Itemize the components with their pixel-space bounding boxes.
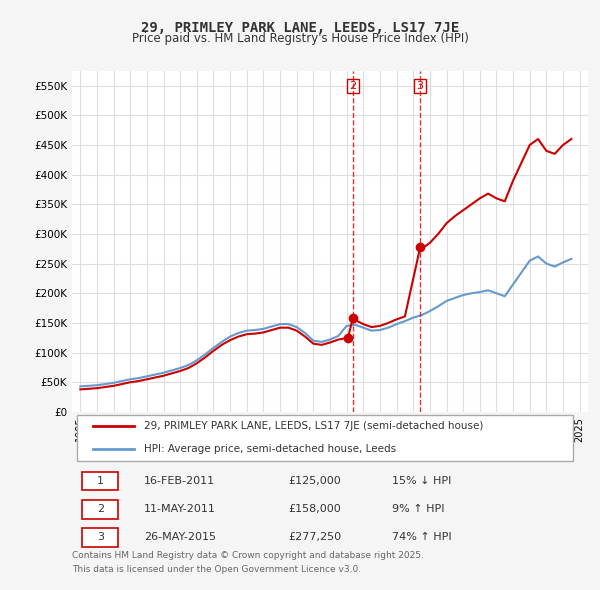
Text: £158,000: £158,000 xyxy=(289,504,341,514)
Text: 29, PRIMLEY PARK LANE, LEEDS, LS17 7JE: 29, PRIMLEY PARK LANE, LEEDS, LS17 7JE xyxy=(141,21,459,35)
Text: Price paid vs. HM Land Registry's House Price Index (HPI): Price paid vs. HM Land Registry's House … xyxy=(131,32,469,45)
Text: 74% ↑ HPI: 74% ↑ HPI xyxy=(392,532,452,542)
Text: 3: 3 xyxy=(416,81,424,91)
Text: 1: 1 xyxy=(97,476,104,486)
Text: £125,000: £125,000 xyxy=(289,476,341,486)
Text: 2: 2 xyxy=(349,81,356,91)
Text: £277,250: £277,250 xyxy=(289,532,342,542)
Text: 15% ↓ HPI: 15% ↓ HPI xyxy=(392,476,451,486)
Text: HPI: Average price, semi-detached house, Leeds: HPI: Average price, semi-detached house,… xyxy=(144,444,397,454)
FancyBboxPatch shape xyxy=(82,500,118,519)
Text: 2: 2 xyxy=(97,504,104,514)
FancyBboxPatch shape xyxy=(77,415,572,461)
Text: 16-FEB-2011: 16-FEB-2011 xyxy=(144,476,215,486)
Text: 3: 3 xyxy=(97,532,104,542)
Text: Contains HM Land Registry data © Crown copyright and database right 2025.: Contains HM Land Registry data © Crown c… xyxy=(72,551,424,560)
FancyBboxPatch shape xyxy=(82,471,118,490)
Text: 26-MAY-2015: 26-MAY-2015 xyxy=(144,532,216,542)
Text: 9% ↑ HPI: 9% ↑ HPI xyxy=(392,504,445,514)
Text: This data is licensed under the Open Government Licence v3.0.: This data is licensed under the Open Gov… xyxy=(72,565,361,573)
Text: 11-MAY-2011: 11-MAY-2011 xyxy=(144,504,216,514)
FancyBboxPatch shape xyxy=(82,528,118,547)
Text: 29, PRIMLEY PARK LANE, LEEDS, LS17 7JE (semi-detached house): 29, PRIMLEY PARK LANE, LEEDS, LS17 7JE (… xyxy=(144,421,484,431)
